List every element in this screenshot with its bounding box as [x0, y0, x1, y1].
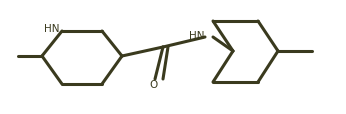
Text: HN: HN [189, 31, 205, 41]
Text: O: O [149, 79, 157, 89]
Text: HN: HN [44, 24, 60, 34]
